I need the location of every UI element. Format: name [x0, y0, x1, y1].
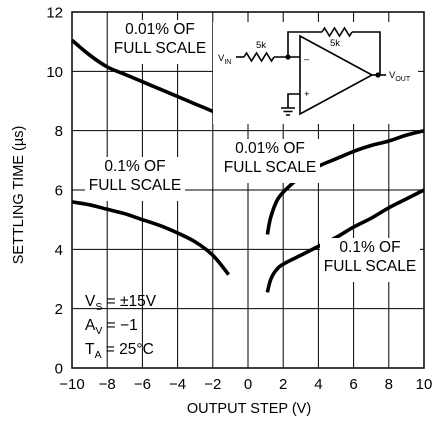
x-tick-label: −4: [169, 376, 186, 393]
x-tick-label: 0: [244, 376, 252, 393]
annotation-line: 0.01% OF: [125, 21, 195, 38]
annotation-line: FULL SCALE: [89, 177, 181, 194]
x-tick-label: −6: [134, 376, 151, 393]
condition-vs: VS = ±15V: [85, 293, 157, 313]
inverting-input-symbol: –: [304, 54, 310, 65]
y-tick-label: 12: [46, 5, 63, 22]
x-tick-label: −8: [99, 376, 116, 393]
x-tick-label: 6: [349, 376, 357, 393]
annotation-line: 0.1% OF: [339, 239, 400, 256]
noninverting-input-symbol: +: [304, 89, 310, 100]
y-tick-label: 10: [46, 64, 63, 81]
y-tick-label: 0: [55, 361, 63, 378]
schematic-background: [213, 22, 418, 124]
schematic-vout-label: VOUT: [389, 70, 411, 83]
annotation-neg_01_label: 0.1% OF FULL SCALE: [85, 157, 185, 201]
annotation-line: 0.1% OF: [104, 158, 165, 175]
condition-ta: TA = 25°C: [85, 341, 154, 361]
tick-labels: −10 −8 −6 −4 −2 0 2 4 6 8 10 0 2 4 6 8 10 12: [46, 5, 432, 394]
feedback-resistor: [321, 26, 353, 38]
x-tick-label: 10: [416, 376, 432, 393]
curve-neg_001: [70, 38, 230, 121]
feedback-resistor-label: 5k: [330, 38, 340, 49]
condition-av: AV = −1: [85, 317, 138, 337]
ground-wire: [281, 93, 300, 116]
curve-pos_001: [265, 128, 425, 235]
y-axis-title: SETTLING TIME (µs): [11, 126, 27, 265]
annotation-line: FULL SCALE: [324, 258, 416, 275]
summing-node: [285, 54, 291, 60]
input-resistor: [243, 51, 275, 63]
annotation-line: FULL SCALE: [114, 40, 206, 57]
annotation-line: FULL SCALE: [224, 159, 316, 176]
x-tick-label: 4: [314, 376, 322, 393]
annotation-background: [220, 139, 320, 183]
annotation-pos_001_label: 0.01% OF FULL SCALE: [220, 139, 320, 183]
annotation-background: [85, 157, 185, 201]
annotation-neg_001_label: 0.01% OF FULL SCALE: [110, 20, 210, 64]
y-tick-label: 2: [55, 301, 63, 318]
x-tick-label: 2: [279, 376, 287, 393]
output-node: [375, 72, 381, 78]
y-tick-label: 6: [55, 183, 63, 200]
x-tick-label: −2: [204, 376, 221, 393]
annotation-background: [320, 238, 420, 282]
y-tick-label: 8: [55, 123, 63, 140]
y-tick-label: 4: [55, 242, 63, 259]
annotation-background: [110, 20, 210, 64]
x-tick-label: −10: [59, 376, 84, 393]
opamp-schematic: VIN 5k 5k – + VOUT: [213, 22, 418, 124]
input-resistor-label: 5k: [256, 40, 266, 51]
x-axis-title: OUTPUT STEP (V): [187, 401, 311, 417]
schematic-vin-label: VIN: [218, 53, 231, 66]
annotation-line: 0.01% OF: [235, 140, 305, 157]
opamp-triangle: [299, 34, 374, 116]
x-tick-label: 8: [385, 376, 393, 393]
annotation-pos_01_label: 0.1% OF FULL SCALE: [320, 238, 420, 282]
curve-neg_01: [71, 200, 231, 276]
